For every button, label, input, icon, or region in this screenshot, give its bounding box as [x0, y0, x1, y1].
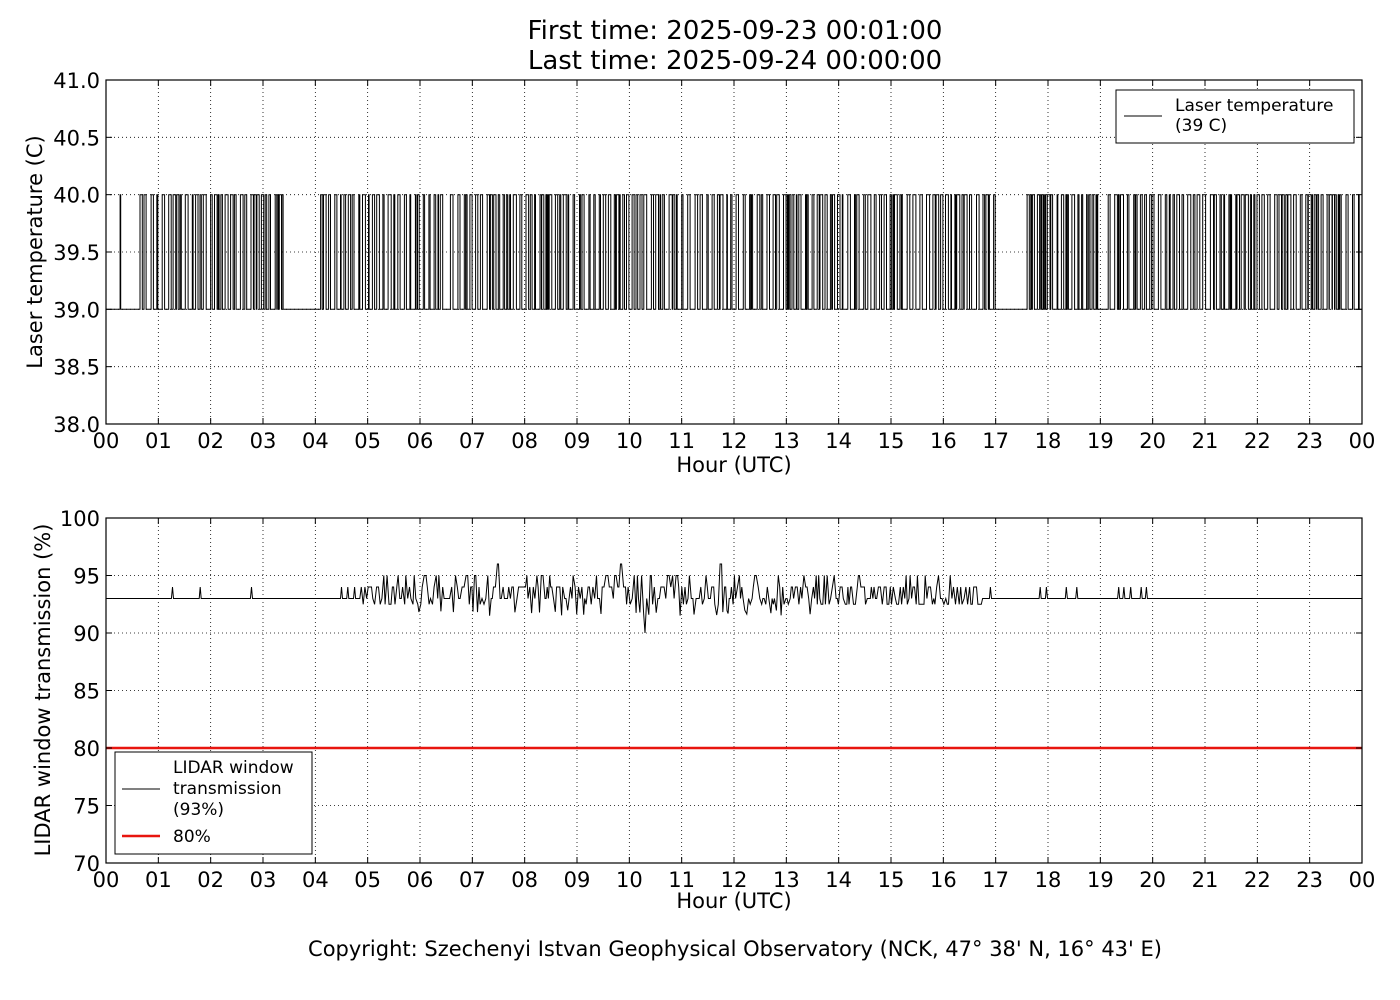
laser-temperature-line [106, 194, 1362, 310]
x-tick-label: 21 [1192, 868, 1219, 892]
y-tick-label: 95 [73, 565, 100, 589]
x-tick-label: 00 [93, 868, 120, 892]
y-tick-label: 38.0 [53, 413, 100, 437]
x-tick-label: 17 [982, 429, 1009, 453]
x-tick-label: 17 [982, 868, 1009, 892]
top-x-tick-labels: 00 01 02 03 04 05 06 07 08 09 10 11 12 13 14 15 16 17 18 19… [93, 429, 1376, 453]
bottom-ticks [105, 517, 1363, 864]
x-tick-label: 23 [1296, 868, 1323, 892]
lidar-transmission-series [106, 563, 1362, 634]
x-tick-label: 14 [825, 868, 852, 892]
x-tick-label: 16 [930, 868, 957, 892]
y-tick-label: 40.0 [53, 184, 100, 208]
x-tick-label: 02 [197, 429, 224, 453]
bottom-y-tick-labels: 100 95 90 85 80 75 70 [60, 507, 100, 876]
x-tick-label: 12 [721, 868, 748, 892]
top-legend-label-line1: Laser temperature [1175, 96, 1333, 116]
y-tick-label: 80 [73, 737, 100, 761]
copyright-notice: Copyright: Szechenyi Istvan Geophysical … [308, 937, 1162, 961]
x-tick-label: 19 [1087, 868, 1114, 892]
top-x-axis-title: Hour (UTC) [676, 453, 791, 477]
x-tick-label: 05 [354, 429, 381, 453]
x-tick-label: 00 [1349, 868, 1376, 892]
x-tick-label: 22 [1244, 429, 1271, 453]
x-tick-label: 10 [616, 429, 643, 453]
lidar-transmission-line [106, 563, 1362, 634]
top-legend-label-line2: (39 C) [1175, 116, 1227, 136]
x-tick-label: 12 [721, 429, 748, 453]
x-tick-label: 20 [1139, 868, 1166, 892]
x-tick-label: 01 [145, 868, 172, 892]
x-tick-label: 18 [1035, 868, 1062, 892]
y-tick-label: 39.5 [53, 241, 100, 265]
figure-title: First time: 2025-09-23 00:01:00 Last tim… [0, 16, 1400, 76]
x-tick-label: 04 [302, 429, 329, 453]
bottom-legend: LIDAR window transmission (93%) 80% [114, 751, 313, 855]
title-first-time: First time: 2025-09-23 00:01:00 [527, 16, 943, 46]
x-tick-label: 23 [1296, 429, 1323, 453]
x-tick-label: 15 [878, 429, 905, 453]
bottom-legend-transmission-line1: LIDAR window [173, 758, 294, 778]
y-tick-label: 70 [73, 852, 100, 876]
x-tick-label: 06 [407, 868, 434, 892]
x-tick-label: 16 [930, 429, 957, 453]
lidar-transmission-chart: 00 01 02 03 04 05 06 07 08 09 10 11 12 13 14 15 16 17 18 19… [31, 507, 1375, 913]
x-tick-label: 07 [459, 429, 486, 453]
x-tick-label: 10 [616, 868, 643, 892]
x-tick-label: 14 [825, 429, 852, 453]
x-tick-label: 18 [1035, 429, 1062, 453]
bottom-y-axis-title: LIDAR window transmission (%) [31, 524, 55, 857]
x-tick-label: 09 [564, 429, 591, 453]
x-tick-label: 08 [511, 868, 538, 892]
x-tick-label: 13 [773, 868, 800, 892]
title-last-time: Last time: 2025-09-24 00:00:00 [527, 46, 943, 76]
x-tick-label: 05 [354, 868, 381, 892]
x-tick-label: 15 [878, 868, 905, 892]
y-tick-label: 100 [60, 507, 100, 531]
bottom-legend-box [114, 751, 313, 855]
x-tick-label: 03 [250, 429, 277, 453]
y-tick-label: 41.0 [53, 69, 100, 93]
y-tick-label: 38.5 [53, 356, 100, 380]
x-tick-label: 00 [93, 429, 120, 453]
top-y-axis-title: Laser temperature (C) [23, 135, 47, 368]
bottom-legend-transmission-line3: (93%) [173, 800, 224, 820]
x-tick-label: 07 [459, 868, 486, 892]
x-tick-label: 11 [668, 429, 695, 453]
x-tick-label: 22 [1244, 868, 1271, 892]
laser-temperature-series [106, 194, 1362, 310]
bottom-x-tick-labels: 00 01 02 03 04 05 06 07 08 09 10 11 12 13 14 15 16 17 18 19… [93, 868, 1376, 892]
x-tick-label: 11 [668, 868, 695, 892]
x-tick-label: 19 [1087, 429, 1114, 453]
y-tick-label: 85 [73, 680, 100, 704]
x-tick-label: 00 [1349, 429, 1376, 453]
x-tick-label: 21 [1192, 429, 1219, 453]
x-tick-label: 09 [564, 868, 591, 892]
y-tick-label: 39.0 [53, 298, 100, 322]
bottom-x-axis-title: Hour (UTC) [676, 889, 791, 913]
y-tick-label: 90 [73, 622, 100, 646]
x-tick-label: 02 [197, 868, 224, 892]
bottom-legend-threshold-label: 80% [173, 827, 211, 847]
bottom-legend-transmission-line2: transmission [173, 779, 282, 799]
top-legend: Laser temperature (39 C) [1115, 89, 1355, 144]
x-tick-label: 04 [302, 868, 329, 892]
x-tick-label: 20 [1139, 429, 1166, 453]
x-tick-label: 13 [773, 429, 800, 453]
x-tick-label: 01 [145, 429, 172, 453]
x-tick-label: 08 [511, 429, 538, 453]
y-tick-label: 40.5 [53, 126, 100, 150]
y-tick-label: 75 [73, 795, 100, 819]
x-tick-label: 03 [250, 868, 277, 892]
top-ticks [105, 79, 1363, 425]
x-tick-label: 06 [407, 429, 434, 453]
top-y-tick-labels: 41.0 40.5 40.0 39.5 39.0 38.5 38.0 [53, 69, 100, 437]
laser-temperature-chart: 00 01 02 03 04 05 06 07 08 09 10 11 12 13 14 15 16 17 18 19… [23, 69, 1375, 477]
